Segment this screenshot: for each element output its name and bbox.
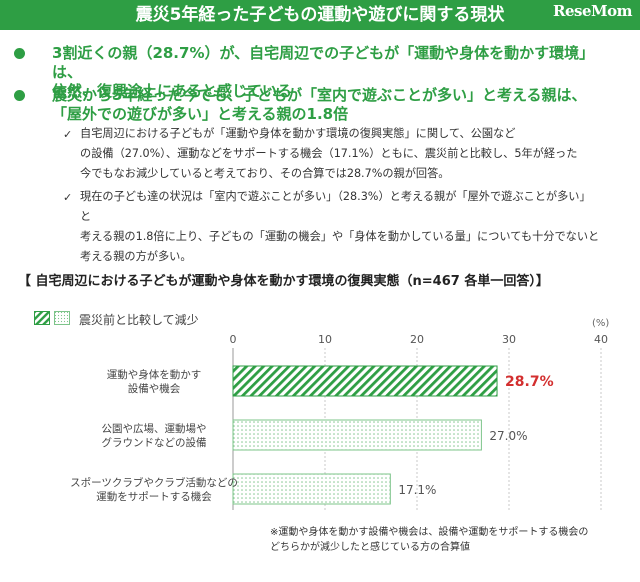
x-tick-label: 10 <box>318 333 332 346</box>
bar <box>232 419 482 451</box>
sub-point-2-line-1: 現在の子ども達の状況は「室内で遊ぶことが多い」（28.3%）と考える親が「屋外で… <box>80 190 591 223</box>
footnote: ※運動や身体を動かす設備や機会は、設備や運動をサポートする機会の どちらかが減少… <box>270 525 630 555</box>
legend-label: 震災前と比較して減少 <box>79 313 199 327</box>
legend-swatch-dotted <box>54 311 70 325</box>
key-point-1-line-2: 依然、復興途上にあると感じている <box>52 82 293 100</box>
bar <box>232 473 391 505</box>
header-banner <box>0 0 640 30</box>
bullet-dot-icon <box>14 48 25 59</box>
x-tick-label: 40 <box>594 333 608 346</box>
footnote-line-1: ※運動や身体を動かす設備や機会は、設備や運動をサポートする機会の <box>270 527 589 538</box>
sub-point-1-line-2: の設備（27.0%）、運動などをサポートする機会（17.1%）ともに、震災前と比… <box>80 147 578 160</box>
bullet-dot-icon <box>14 90 25 101</box>
resemom-logo: ReseMom <box>553 2 632 20</box>
category-label: 運動をサポートする機会 <box>96 490 212 503</box>
footnote-line-2: どちらかが減少したと感じている方の合算値 <box>270 542 470 553</box>
legend-swatch-hatched <box>34 311 50 325</box>
category-label: スポーツクラブやクラブ活動などの <box>70 476 238 489</box>
sub-point-1-line-1: 自宅周辺における子どもが「運動や身体を動かす環境の復興実態」に関して、公園など <box>80 127 516 140</box>
sub-point-2-line-3: 考える親の方が多い。 <box>80 250 192 263</box>
sub-point-2: 現在の子ども達の状況は「室内で遊ぶことが多い」（28.3%）と考える親が「屋外で… <box>80 187 600 267</box>
key-point-2-line-2: 「屋外での遊びが多い」と考える親の1.8倍 <box>52 105 349 123</box>
category-label: 設備や機会 <box>128 382 181 395</box>
check-icon: ✓ <box>63 128 73 141</box>
data-label: 17.1% <box>398 483 436 497</box>
check-icon: ✓ <box>63 191 73 204</box>
key-point-2-line-1: 震災から5年経った今でも、子どもが「室内で遊ぶことが多い」と考える親は、 <box>52 86 587 104</box>
axis-unit: (%) <box>592 318 610 329</box>
x-tick-label: 20 <box>410 333 424 346</box>
key-point-1-line-1: 3割近くの親（28.7%）が、自宅周辺での子どもが「運動や身体を動かす環境」は、 <box>52 44 595 81</box>
category-label: 公園や広場、運動場や <box>102 422 207 435</box>
page-title: 震災5年経った子どもの運動や遊びに関する現状 <box>135 5 505 25</box>
x-tick-label: 30 <box>502 333 516 346</box>
chart-title: 【 自宅周辺における子どもが運動や身体を動かす環境の復興実態（n=467 各単一… <box>18 274 549 289</box>
bar <box>232 365 498 397</box>
sub-point-2-line-2: 考える親の1.8倍に上り、子どもの「運動の機会」や「身体を動かしている量」につい… <box>80 230 600 243</box>
sub-point-1: 自宅周辺における子どもが「運動や身体を動かす環境の復興実態」に関して、公園など … <box>80 124 600 184</box>
category-label: グラウンドなどの設備 <box>102 436 207 449</box>
category-label: 運動や身体を動かす <box>107 368 202 381</box>
sub-point-1-line-3: 今でもなお減少していると考えており、その合算では28.7%の親が回答。 <box>80 167 450 180</box>
x-tick-label: 0 <box>230 333 237 346</box>
data-label: 27.0% <box>489 429 527 443</box>
data-label: 28.7% <box>505 374 554 390</box>
